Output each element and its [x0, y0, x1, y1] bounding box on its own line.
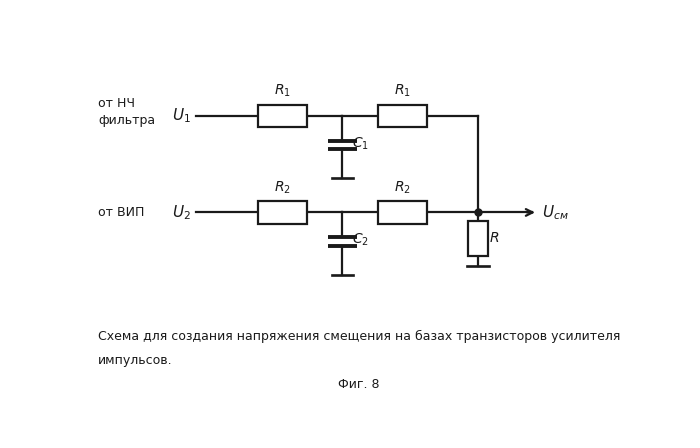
- Text: Схема для создания напряжения смещения на базах транзисторов усилителя: Схема для создания напряжения смещения н…: [97, 330, 620, 343]
- Bar: [258, 201, 307, 224]
- Text: Фиг. 8: Фиг. 8: [338, 379, 379, 392]
- Text: $R_2$: $R_2$: [393, 180, 411, 196]
- Text: от ВИП: от ВИП: [98, 206, 145, 219]
- Text: $U_1$: $U_1$: [172, 107, 190, 125]
- Text: $C_2$: $C_2$: [352, 232, 369, 248]
- Text: $U_{см}$: $U_{см}$: [542, 203, 569, 222]
- Bar: [378, 105, 426, 127]
- Text: $U_2$: $U_2$: [172, 203, 190, 222]
- Text: $R_1$: $R_1$: [393, 83, 411, 99]
- Text: $R_2$: $R_2$: [274, 180, 291, 196]
- Bar: [258, 105, 307, 127]
- Text: R: R: [490, 231, 500, 246]
- Text: $C_1$: $C_1$: [352, 135, 369, 152]
- Text: импульсов.: импульсов.: [98, 354, 173, 367]
- Bar: [468, 221, 489, 255]
- Text: $R_1$: $R_1$: [274, 83, 291, 99]
- Text: от НЧ
фильтра: от НЧ фильтра: [98, 97, 155, 127]
- Bar: [378, 201, 426, 224]
